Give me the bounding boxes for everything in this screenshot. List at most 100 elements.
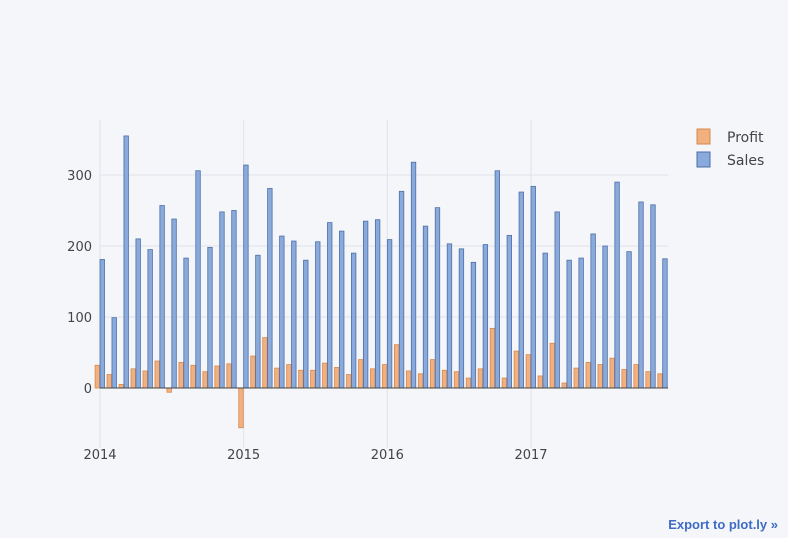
bar-sales[interactable] bbox=[159, 205, 165, 389]
bar-sales[interactable] bbox=[578, 257, 584, 389]
bar-sales[interactable] bbox=[351, 252, 357, 389]
bar-sales[interactable] bbox=[506, 234, 512, 389]
bar-sales[interactable] bbox=[554, 211, 560, 389]
bar-profit[interactable] bbox=[585, 362, 591, 389]
bar-sales[interactable] bbox=[638, 201, 644, 389]
bar-profit[interactable] bbox=[417, 373, 424, 389]
bar-sales[interactable] bbox=[482, 244, 489, 389]
bar-profit[interactable] bbox=[370, 368, 376, 389]
bar-sales[interactable] bbox=[422, 225, 429, 389]
bar-sales[interactable] bbox=[267, 188, 273, 389]
bar-sales[interactable] bbox=[602, 245, 608, 389]
bar-sales[interactable] bbox=[374, 219, 381, 389]
bar-profit[interactable] bbox=[525, 354, 532, 389]
bar-sales[interactable] bbox=[279, 235, 285, 389]
bar-profit[interactable] bbox=[166, 387, 172, 393]
bar-profit[interactable] bbox=[238, 387, 244, 429]
bar-sales[interactable] bbox=[255, 254, 261, 389]
bar-profit[interactable] bbox=[477, 368, 484, 389]
bar-profit[interactable] bbox=[130, 368, 136, 389]
bar-profit[interactable] bbox=[94, 364, 100, 389]
bar-profit[interactable] bbox=[154, 360, 160, 389]
bar-profit[interactable] bbox=[441, 369, 448, 389]
bar-sales[interactable] bbox=[494, 170, 500, 389]
bar-profit[interactable] bbox=[250, 355, 256, 389]
bar-profit[interactable] bbox=[118, 384, 124, 389]
bar-profit[interactable] bbox=[202, 371, 208, 389]
bar-sales[interactable] bbox=[662, 258, 668, 389]
bar-sales[interactable] bbox=[243, 164, 249, 389]
bar-profit[interactable] bbox=[405, 370, 412, 389]
bar-profit[interactable] bbox=[465, 377, 472, 389]
legend[interactable]: Profit Sales bbox=[696, 128, 764, 169]
bar-sales[interactable] bbox=[530, 185, 536, 389]
bar-profit[interactable] bbox=[322, 362, 328, 389]
bar-sales[interactable] bbox=[219, 211, 225, 389]
bar-profit[interactable] bbox=[657, 373, 663, 389]
bar-sales[interactable] bbox=[566, 259, 572, 389]
bar-sales[interactable] bbox=[518, 191, 524, 389]
bar-sales[interactable] bbox=[171, 218, 177, 389]
bar-sales[interactable] bbox=[362, 220, 369, 389]
bar-profit[interactable] bbox=[358, 359, 364, 389]
bar-profit[interactable] bbox=[214, 365, 220, 389]
bar-sales[interactable] bbox=[231, 210, 237, 389]
export-to-plotly-link[interactable]: Export to plot.ly » bbox=[668, 517, 778, 532]
bar-sales[interactable] bbox=[327, 222, 333, 389]
bar-profit[interactable] bbox=[262, 337, 268, 389]
bar-profit[interactable] bbox=[633, 364, 639, 389]
bar-sales[interactable] bbox=[386, 239, 393, 389]
bar-sales[interactable] bbox=[650, 204, 656, 389]
bar-sales[interactable] bbox=[315, 241, 321, 389]
bar-sales[interactable] bbox=[123, 135, 129, 389]
bar-profit[interactable] bbox=[274, 367, 280, 389]
bar-sales[interactable] bbox=[339, 230, 345, 389]
bar-sales[interactable] bbox=[446, 243, 453, 389]
bar-profit[interactable] bbox=[489, 327, 496, 389]
bar-sales[interactable] bbox=[291, 240, 297, 389]
bar-sales[interactable] bbox=[434, 207, 441, 389]
bar-profit[interactable] bbox=[393, 344, 400, 389]
bar-profit[interactable] bbox=[310, 369, 316, 389]
bar-sales[interactable] bbox=[99, 259, 105, 389]
bar-sales[interactable] bbox=[410, 161, 417, 389]
bar-sales[interactable] bbox=[195, 170, 201, 389]
bar-sales[interactable] bbox=[470, 261, 477, 389]
bar-profit[interactable] bbox=[513, 350, 520, 389]
bar-profit[interactable] bbox=[645, 371, 651, 389]
bar-profit[interactable] bbox=[190, 364, 196, 389]
bar-profit[interactable] bbox=[537, 375, 543, 389]
bar-profit[interactable] bbox=[597, 364, 603, 389]
bar-profit[interactable] bbox=[178, 362, 184, 389]
bar-profit[interactable] bbox=[561, 382, 567, 389]
bar-sales[interactable] bbox=[590, 233, 596, 389]
bar-sales[interactable] bbox=[303, 259, 309, 389]
bar-sales[interactable] bbox=[614, 181, 620, 389]
bar-profit[interactable] bbox=[226, 363, 232, 389]
bar-profit[interactable] bbox=[429, 359, 436, 389]
bar-sales[interactable] bbox=[135, 238, 141, 389]
bar-sales[interactable] bbox=[542, 252, 548, 389]
bar-sales[interactable] bbox=[147, 249, 153, 389]
bar-profit[interactable] bbox=[453, 371, 460, 389]
bar-profit[interactable] bbox=[621, 369, 627, 389]
bar-profit[interactable] bbox=[609, 357, 615, 389]
legend-item-profit[interactable]: Profit bbox=[696, 128, 764, 146]
bar-sales[interactable] bbox=[458, 248, 465, 389]
bar-sales[interactable] bbox=[398, 190, 405, 389]
bar-sales[interactable] bbox=[183, 257, 189, 389]
bar-profit[interactable] bbox=[501, 377, 508, 389]
bar-profit[interactable] bbox=[106, 374, 112, 389]
bar-profit[interactable] bbox=[334, 367, 340, 389]
bar-sales[interactable] bbox=[626, 251, 632, 389]
bar-profit[interactable] bbox=[142, 370, 148, 389]
legend-item-sales[interactable]: Sales bbox=[696, 151, 764, 169]
bar-profit[interactable] bbox=[346, 374, 352, 389]
bar-sales[interactable] bbox=[207, 247, 213, 389]
bar-sales[interactable] bbox=[111, 317, 117, 389]
bar-profit[interactable] bbox=[286, 364, 292, 389]
bar-profit[interactable] bbox=[298, 369, 304, 389]
bar-profit[interactable] bbox=[549, 342, 555, 389]
bar-profit[interactable] bbox=[573, 367, 579, 389]
bar-profit[interactable] bbox=[382, 364, 388, 389]
